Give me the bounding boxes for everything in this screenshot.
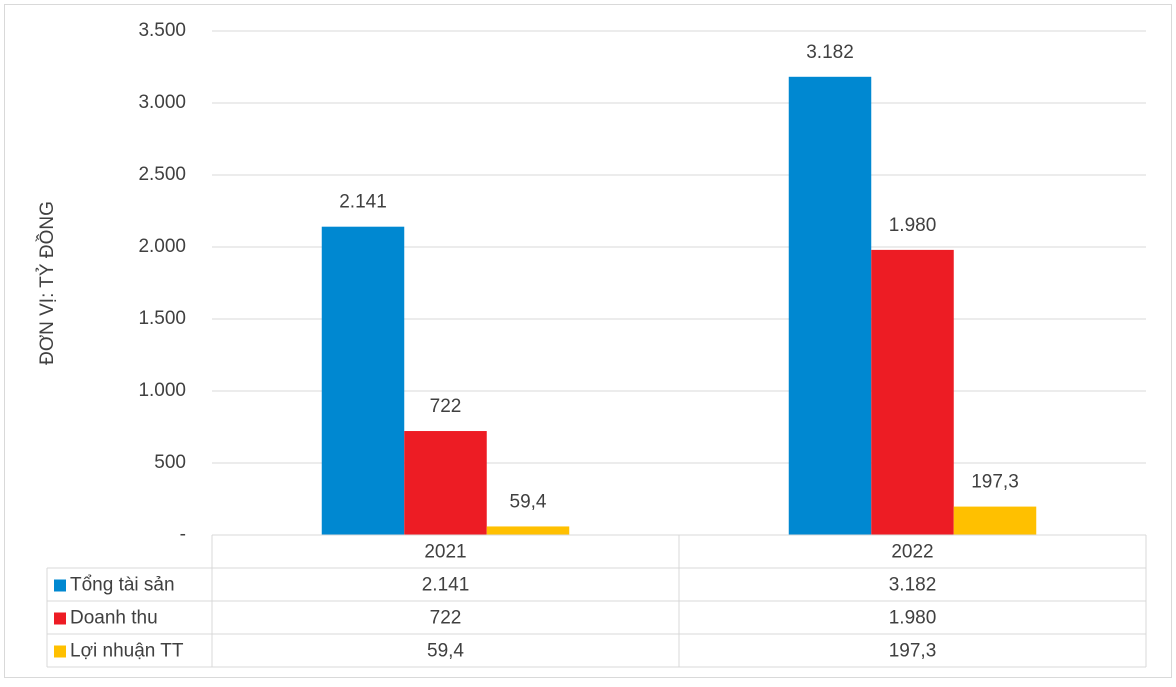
legend-label: Tổng tài sản <box>70 575 175 596</box>
y-tick-label: 3.500 <box>138 20 186 41</box>
bar <box>486 526 570 535</box>
table-cell: 722 <box>430 608 462 629</box>
data-label: 2.141 <box>339 192 387 213</box>
y-tick-label: 3.000 <box>138 92 186 113</box>
table-cell: 2.141 <box>422 575 470 596</box>
y-tick-label: 1.000 <box>138 380 186 401</box>
legend-label: Lợi nhuận TT <box>70 641 184 662</box>
legend-swatch <box>54 645 66 658</box>
table-cell: 197,3 <box>889 641 937 662</box>
data-label: 59,4 <box>510 491 547 512</box>
data-label: 722 <box>430 396 462 417</box>
legend-label: Doanh thu <box>70 608 158 629</box>
y-tick-label: 2.000 <box>138 236 186 257</box>
x-tick-label: 2022 <box>891 542 933 563</box>
data-label: 197,3 <box>971 472 1019 493</box>
table-cell: 3.182 <box>889 575 937 596</box>
bar <box>953 506 1037 535</box>
data-label: 3.182 <box>806 42 854 63</box>
x-tick-label: 2021 <box>424 542 466 563</box>
y-tick-label: 500 <box>154 452 186 473</box>
legend-swatch <box>54 579 66 592</box>
table-cell: 59,4 <box>427 641 464 662</box>
bar <box>788 76 872 536</box>
chart-border <box>4 4 1172 678</box>
bar <box>871 249 954 535</box>
table-cell: 1.980 <box>889 608 937 629</box>
y-tick-label: 1.500 <box>138 308 186 329</box>
y-axis-label: ĐƠN VỊ: TỶ ĐỒNG <box>36 201 58 365</box>
legend-swatch <box>54 612 66 625</box>
data-label: 1.980 <box>889 215 937 236</box>
y-tick-label: - <box>180 524 186 545</box>
y-tick-label: 2.500 <box>138 164 186 185</box>
bar <box>321 226 405 536</box>
bar <box>404 431 487 535</box>
